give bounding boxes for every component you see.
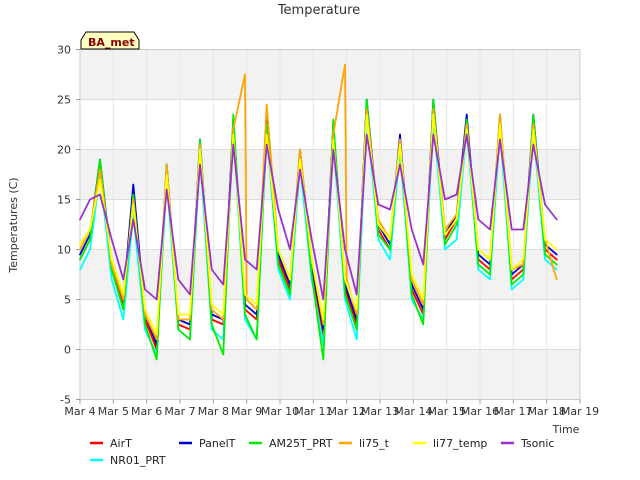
station-badge-label: BA_met — [88, 36, 135, 49]
x-tick-label: Mar 16 — [461, 405, 499, 418]
y-axis-ticks: -5 0 5 10 15 20 25 30 — [57, 44, 80, 407]
background-band — [80, 299, 580, 350]
y-tick-label: 20 — [57, 144, 71, 157]
series-line-li77-temp — [79, 113, 558, 336]
y-tick-label: 30 — [57, 44, 71, 57]
legend-label-li77-temp: li77_temp — [433, 437, 487, 450]
background-band — [80, 249, 580, 300]
y-tick-label: 0 — [64, 344, 71, 357]
y-tick-label: 25 — [57, 94, 71, 107]
y-tick-label: 15 — [57, 194, 71, 207]
legend-label-panelt: PanelT — [199, 437, 236, 450]
background-band — [80, 349, 580, 400]
x-axis-label: Time — [552, 423, 580, 436]
x-tick-label: Mar 18 — [528, 405, 566, 418]
legend: AirT PanelT AM25T_PRT li75_t li77_temp Tsonic… — [90, 437, 554, 467]
series-line-tsonic — [79, 133, 558, 301]
x-tick-label: Mar 9 — [231, 405, 262, 418]
y-axis-label: Temperatures (C) — [7, 177, 20, 273]
background-band — [80, 49, 580, 100]
x-tick-label: Mar 7 — [164, 405, 195, 418]
legend-label-airt: AirT — [110, 437, 132, 450]
station-badge: BA_met — [80, 31, 140, 50]
series-lines — [79, 63, 558, 361]
x-tick-label: Mar 10 — [261, 405, 299, 418]
x-tick-label: Mar 19 — [561, 405, 599, 418]
plot-frame — [79, 49, 581, 400]
chart-title: Temperature — [277, 3, 360, 18]
x-tick-label: Mar 11 — [294, 405, 332, 418]
legend-label-am25t-prt: AM25T_PRT — [269, 437, 333, 450]
x-tick-label: Mar 15 — [428, 405, 466, 418]
y-tick-label: 10 — [57, 244, 71, 257]
x-tick-label: Mar 8 — [198, 405, 229, 418]
series-line-am25t-prt — [79, 98, 558, 361]
background-band — [80, 99, 580, 150]
y-tick-label: 5 — [64, 294, 71, 307]
x-tick-label: Mar 12 — [328, 405, 366, 418]
x-tick-label: Mar 6 — [131, 405, 162, 418]
legend-label-li75-t: li75_t — [359, 437, 390, 450]
x-tick-label: Mar 4 — [64, 405, 95, 418]
x-tick-label: Mar 17 — [494, 405, 532, 418]
x-tick-label: Mar 13 — [361, 405, 399, 418]
x-tick-label: Mar 5 — [98, 405, 129, 418]
legend-label-nr01-prt: NR01_PRT — [110, 454, 166, 467]
y-tick-label: -5 — [60, 394, 71, 407]
legend-label-tsonic: Tsonic — [520, 437, 554, 450]
x-tick-label: Mar 14 — [394, 405, 432, 418]
